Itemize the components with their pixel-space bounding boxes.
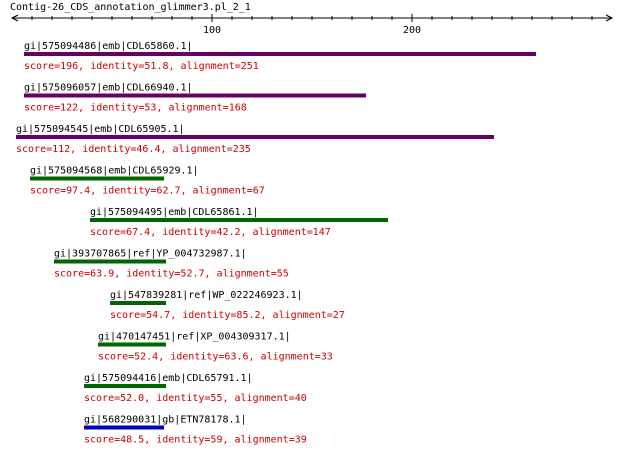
hit-accession-label[interactable]: gi|575094486|emb|CDL65860.1| — [24, 41, 193, 52]
hit-score-label: score=48.5, identity=59, alignment=39 — [84, 435, 307, 446]
hit-row[interactable]: gi|470147451|ref|XP_004309317.1| score=52… — [98, 332, 333, 363]
hit-score-label: score=122, identity=53, alignment=168 — [24, 103, 247, 114]
ruler-left-arrow-icon — [10, 14, 19, 22]
hit-alignment-bar[interactable] — [110, 301, 166, 305]
hit-row[interactable]: gi|575096057|emb|CDL66940.1| score=122, i… — [24, 83, 366, 114]
hit-alignment-bar[interactable] — [24, 52, 536, 56]
hit-score-label: score=97.4, identity=62.7, alignment=67 — [30, 186, 265, 197]
ruler-tick-label: 200 — [403, 25, 421, 36]
hit-accession-label[interactable]: gi|393707865|ref|YP_004732987.1| — [54, 249, 247, 260]
hit-alignment-bar[interactable] — [30, 176, 164, 181]
hit-accession-label[interactable]: gi|470147451|ref|XP_004309317.1| — [98, 332, 291, 343]
hit-accession-label[interactable]: gi|575094545|emb|CDL65905.1| — [16, 124, 185, 135]
hit-score-label: score=52.0, identity=55, alignment=40 — [84, 393, 307, 404]
hit-alignment-bar[interactable] — [84, 384, 166, 388]
hit-row[interactable]: gi|575094486|emb|CDL65860.1| score=196, i… — [24, 41, 536, 72]
hit-row[interactable]: gi|568290031|gb|ETN78178.1| score=48.5, i… — [84, 415, 307, 446]
hit-alignment-bar[interactable] — [90, 218, 388, 222]
hit-row[interactable]: gi|575094568|emb|CDL65929.1| score=97.4, … — [30, 166, 265, 197]
hit-accession-label[interactable]: gi|575094568|emb|CDL65929.1| — [30, 166, 199, 177]
hit-score-label: score=196, identity=51.8, alignment=251 — [24, 61, 259, 72]
hit-row[interactable]: gi|547839281|ref|WP_022246923.1| score=54… — [110, 290, 345, 321]
hit-accession-label[interactable]: gi|575096057|emb|CDL66940.1| — [24, 83, 193, 94]
sequence-ruler: 100 200 — [10, 14, 614, 36]
hit-row[interactable]: gi|393707865|ref|YP_004732987.1| score=63… — [54, 249, 289, 280]
hit-alignment-bar[interactable] — [16, 135, 494, 139]
hit-score-label: score=63.9, identity=52.7, alignment=55 — [54, 269, 289, 280]
ruler-right-arrow-icon — [605, 14, 614, 22]
hit-accession-label[interactable]: gi|575094495|emb|CDL65861.1| — [90, 207, 259, 218]
hit-alignment-bar[interactable] — [84, 425, 164, 430]
hit-score-label: score=67.4, identity=42.2, alignment=147 — [90, 227, 331, 238]
hit-alignment-bar[interactable] — [98, 342, 166, 347]
hit-list: gi|575094486|emb|CDL65860.1| score=196, i… — [16, 41, 536, 446]
hit-row[interactable]: gi|575094495|emb|CDL65861.1| score=67.4, … — [90, 207, 388, 238]
hit-score-label: score=112, identity=46.4, alignment=235 — [16, 144, 251, 155]
hit-accession-label[interactable]: gi|547839281|ref|WP_022246923.1| — [110, 290, 303, 301]
page-title: Contig-26_CDS_annotation_glimmer3.pl_2_1 — [10, 2, 251, 13]
hit-accession-label[interactable]: gi|575094416|emb|CDL65791.1| — [84, 373, 253, 384]
hit-alignment-bar[interactable] — [54, 259, 166, 264]
hit-score-label: score=52.4, identity=63.6, alignment=33 — [98, 352, 333, 363]
hit-alignment-bar[interactable] — [24, 93, 366, 98]
hit-row[interactable]: gi|575094416|emb|CDL65791.1| score=52.0, … — [84, 373, 307, 404]
hit-row[interactable]: gi|575094545|emb|CDL65905.1| score=112, i… — [16, 124, 494, 155]
hit-accession-label[interactable]: gi|568290031|gb|ETN78178.1| — [84, 415, 247, 426]
ruler-tick-label: 100 — [203, 25, 221, 36]
hit-score-label: score=54.7, identity=85.2, alignment=27 — [110, 310, 345, 321]
